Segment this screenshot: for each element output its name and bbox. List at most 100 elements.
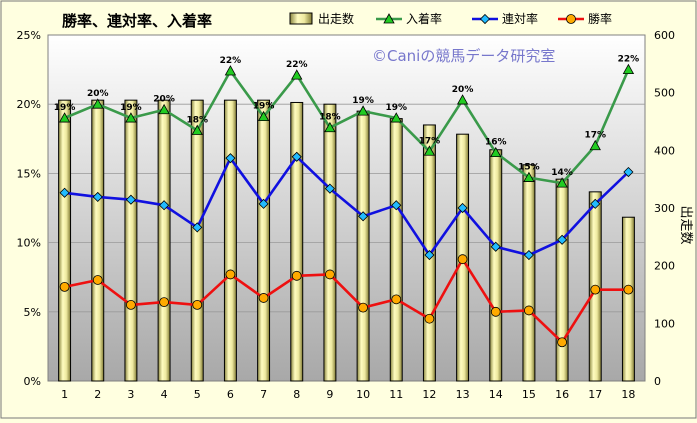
bar (356, 110, 370, 382)
point (291, 270, 302, 281)
point (92, 191, 103, 202)
point (456, 94, 469, 105)
point (225, 153, 236, 164)
data-label: 16% (485, 138, 507, 148)
data-label: 15% (518, 163, 540, 173)
point (126, 299, 136, 310)
point (424, 249, 435, 261)
legend-swatch (289, 12, 313, 25)
x-tick-label: 14 (489, 388, 503, 401)
point (224, 65, 237, 76)
point (59, 187, 70, 198)
bar (323, 103, 337, 382)
bar (223, 99, 237, 382)
legend: 出走数 入着率 連対率 勝率 (289, 11, 612, 26)
x-tick-label: 1 (61, 388, 68, 401)
point (191, 124, 203, 135)
x-tick-label: 8 (293, 388, 300, 401)
point (258, 293, 269, 303)
y-right-axis-label: 出走数 (678, 205, 693, 244)
point (159, 297, 169, 308)
bar-series (58, 99, 635, 382)
point (324, 183, 335, 194)
bar (489, 149, 503, 382)
bar (58, 99, 72, 382)
point (524, 305, 534, 316)
point (92, 98, 104, 109)
bar (124, 99, 138, 382)
point (59, 281, 70, 292)
data-label: 20% (452, 85, 474, 95)
data-label: 22% (220, 56, 242, 66)
data-label: 19% (352, 96, 374, 106)
chart-title: 勝率、連対率、入着率 (62, 12, 212, 30)
data-label: 18% (186, 115, 208, 125)
bar (555, 178, 569, 382)
legend-marker (566, 14, 576, 24)
point (257, 110, 270, 122)
data-label: 20% (87, 89, 109, 99)
point (556, 177, 568, 188)
point (490, 146, 502, 158)
point (590, 284, 601, 295)
y-left-tick-label: 25% (17, 29, 41, 42)
data-label: 22% (286, 60, 308, 70)
line-series: 19% 20% 19% 20% 18% 22% 19% 22% 18% 19% 19% 17% 20% 1… (54, 55, 640, 348)
data-label: 19% (54, 103, 76, 113)
x-tick-label: 17 (588, 388, 602, 401)
point (390, 112, 402, 123)
point (58, 112, 71, 123)
bar (290, 101, 304, 382)
x-tick-label: 7 (260, 388, 267, 401)
point (557, 337, 567, 348)
bar (157, 99, 171, 382)
point (622, 63, 635, 74)
data-label: 22% (618, 55, 640, 65)
y-right-tick-label: 200 (654, 260, 675, 273)
point (391, 294, 402, 305)
x-tick-label: 13 (456, 388, 470, 401)
y-left-tick-label: 20% (17, 98, 41, 111)
y-right-tick-label: 0 (654, 375, 661, 388)
data-label: 17% (584, 131, 606, 141)
data-label: 20% (153, 95, 175, 105)
y-right-tick-label: 600 (654, 29, 675, 42)
bar (257, 99, 271, 382)
x-tick-label: 3 (127, 388, 134, 401)
point (125, 112, 137, 123)
x-tick-label: 11 (389, 388, 403, 401)
point (225, 269, 236, 280)
point (490, 241, 501, 252)
point (623, 284, 634, 295)
x-tick-label: 16 (555, 388, 569, 401)
legend-marker (383, 13, 395, 24)
x-tick-label: 6 (227, 388, 234, 401)
bar (190, 99, 204, 382)
y-left-tick-label: 15% (17, 167, 41, 180)
series-line (64, 155, 630, 257)
data-label: 17% (419, 136, 441, 146)
data-label: 18% (319, 113, 341, 123)
plot-area (47, 34, 646, 382)
point (457, 254, 468, 265)
data-label: 19% (120, 103, 142, 113)
point (324, 121, 336, 133)
y-right-tick-label: 300 (654, 202, 675, 215)
point (192, 299, 203, 310)
x-tick-label: 18 (621, 388, 635, 401)
gridlines (48, 103, 645, 313)
bar (389, 118, 403, 382)
legend-label: 入着率 (406, 11, 442, 26)
point (92, 275, 103, 285)
legend-label: 出走数 (318, 11, 354, 26)
point (125, 194, 136, 205)
watermark: ©Caniの競馬データ研究室 (372, 47, 555, 65)
y-right-tick-label: 100 (654, 317, 675, 330)
data-label: 19% (385, 103, 407, 113)
point (192, 222, 203, 233)
x-tick-label: 5 (194, 388, 201, 401)
data-label: 19% (253, 102, 275, 112)
legend-marker (479, 13, 491, 25)
